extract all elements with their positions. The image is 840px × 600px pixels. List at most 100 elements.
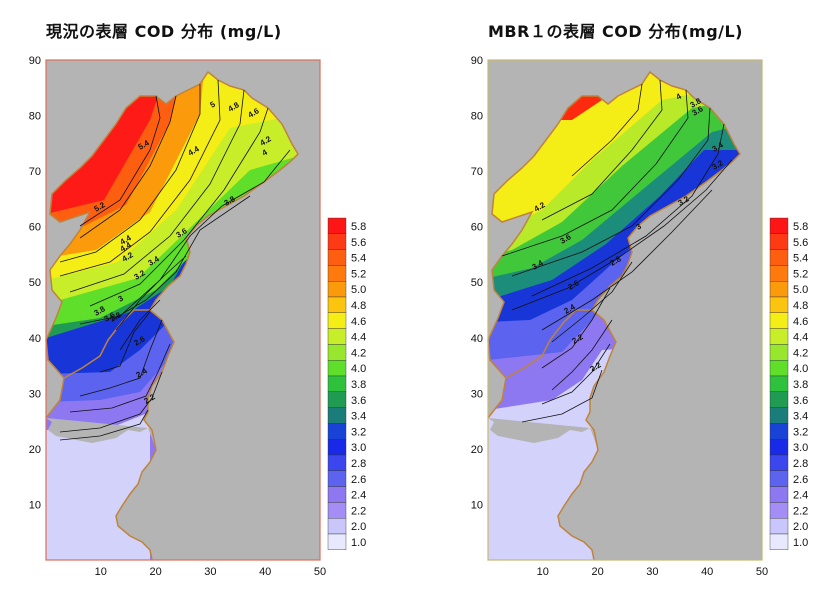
map-svg: 4 3.83.63.43.23.232.82.62.42.24.23.63.42.… <box>471 55 809 578</box>
legend-label: 2.0 <box>351 521 366 533</box>
legend-swatch <box>327 518 347 535</box>
legend-swatch <box>769 328 789 345</box>
contour-lines <box>59 79 291 441</box>
legend-swatch <box>327 312 347 329</box>
contour-line <box>59 79 221 277</box>
legend-swatch <box>327 233 347 250</box>
contour-label: 5 <box>209 99 218 109</box>
legend-label: 5.4 <box>793 253 808 265</box>
legend-label: 5.0 <box>351 284 366 296</box>
contour-line <box>59 371 163 433</box>
legend-swatch <box>327 296 347 314</box>
contour-label: 3 <box>635 221 644 231</box>
y-tick-label: 10 <box>29 499 41 511</box>
contour-line <box>541 287 611 369</box>
contour-line <box>69 343 171 413</box>
contour-label: 3 <box>117 293 126 303</box>
y-tick-label: 20 <box>471 444 483 456</box>
legend-swatch <box>769 360 789 377</box>
contour-line <box>119 299 161 351</box>
legend-swatch <box>769 312 789 329</box>
legend-swatch <box>769 486 789 503</box>
legend-label: 3.4 <box>351 411 366 423</box>
y-tick-label: 30 <box>29 388 41 400</box>
legend-label: 2.6 <box>793 474 808 486</box>
x-tick-label: 50 <box>756 566 768 578</box>
legend-label: 3.8 <box>351 379 366 391</box>
legend-swatch <box>769 233 789 250</box>
coastline <box>487 70 741 561</box>
legend-swatch <box>769 439 789 456</box>
contour-line <box>59 409 149 441</box>
legend-swatch <box>769 470 789 487</box>
legend-swatch <box>769 502 789 519</box>
legend-swatch <box>769 249 789 266</box>
contour-line <box>521 369 603 423</box>
legend-swatch <box>769 281 789 298</box>
legend-label: 3.6 <box>793 395 808 407</box>
map-panel-current: 現況の表層 COD 分布 (mg/L) 5 4.8 4.6 4.4 4.4 4.2 4 3.8… <box>29 22 367 578</box>
legend-label: 3.6 <box>351 395 366 407</box>
legend-swatch <box>769 296 789 314</box>
contour-line <box>59 84 201 263</box>
y-tick-label: 60 <box>29 222 41 234</box>
legend-label: 4.6 <box>351 316 366 328</box>
contour-line <box>551 261 633 343</box>
legend-label: 5.0 <box>793 284 808 296</box>
legend-swatch <box>327 407 347 424</box>
contour-line <box>79 319 163 397</box>
contour-line <box>79 95 177 239</box>
x-tick-label: 40 <box>701 566 713 578</box>
y-tick-label: 90 <box>471 55 483 67</box>
y-tick-label: 30 <box>471 388 483 400</box>
x-tick-label: 20 <box>149 566 161 578</box>
legend-swatch <box>327 391 347 408</box>
contour-line <box>531 123 725 297</box>
y-tick-label: 60 <box>471 222 483 234</box>
legend-label: 4.2 <box>793 347 808 359</box>
legend-label: 2.4 <box>793 490 808 502</box>
color-legend: 5.8 5.6 5.4 5.2 5.0 4.8 4.6 4.4 4.2 4.0 3.8 3.6 3.4 3… <box>327 217 366 551</box>
legend-swatch <box>327 265 347 282</box>
legend-swatch <box>327 533 347 551</box>
legend-label: 2.6 <box>351 474 366 486</box>
contour-line <box>541 189 713 331</box>
axes: 10 20 30 40 50 90 80 70 60 50 40 30 20 10 <box>29 55 326 578</box>
plot-frame <box>487 59 763 561</box>
contour-line <box>551 319 613 391</box>
legend-swatch <box>769 518 789 535</box>
legend-label: 4.0 <box>793 363 808 375</box>
y-tick-label: 40 <box>471 333 483 345</box>
legend-swatch <box>327 486 347 503</box>
contour-line <box>69 89 245 293</box>
y-tick-label: 10 <box>471 499 483 511</box>
y-tick-label: 80 <box>29 111 41 123</box>
legend-label: 3.2 <box>793 426 808 438</box>
legend-swatch <box>327 375 347 393</box>
legend-swatch <box>327 217 347 235</box>
legend-label: 3.4 <box>793 411 808 423</box>
legend-label: 3.0 <box>793 442 808 454</box>
legend-swatch <box>327 344 347 361</box>
legend-swatch <box>769 407 789 424</box>
legend-swatch <box>327 502 347 519</box>
contour-label: 4 <box>675 91 684 101</box>
legend-swatch <box>327 470 347 487</box>
legend-swatch <box>769 533 789 551</box>
legend-swatch <box>327 454 347 472</box>
map-panel-mbr1: MBR１の表層 COD 分布(mg/L) 4 3.8 3.6 3.4 3.2 3.2 3 2.… <box>442 0 840 600</box>
legend-swatch <box>327 439 347 456</box>
axes: 10 20 30 40 50 90 80 70 60 50 40 30 20 10 <box>471 55 768 578</box>
contour-line <box>115 255 187 331</box>
legend-label: 1.0 <box>793 537 808 549</box>
y-tick-label: 40 <box>29 333 41 345</box>
x-tick-label: 40 <box>259 566 271 578</box>
legend-swatch <box>769 344 789 361</box>
x-tick-label: 30 <box>204 566 216 578</box>
y-tick-label: 80 <box>471 111 483 123</box>
legend-label: 5.6 <box>351 237 366 249</box>
legend-label: 5.2 <box>351 268 366 280</box>
legend-label: 2.8 <box>351 458 366 470</box>
contour-line <box>511 159 733 311</box>
y-tick-label: 70 <box>471 166 483 178</box>
